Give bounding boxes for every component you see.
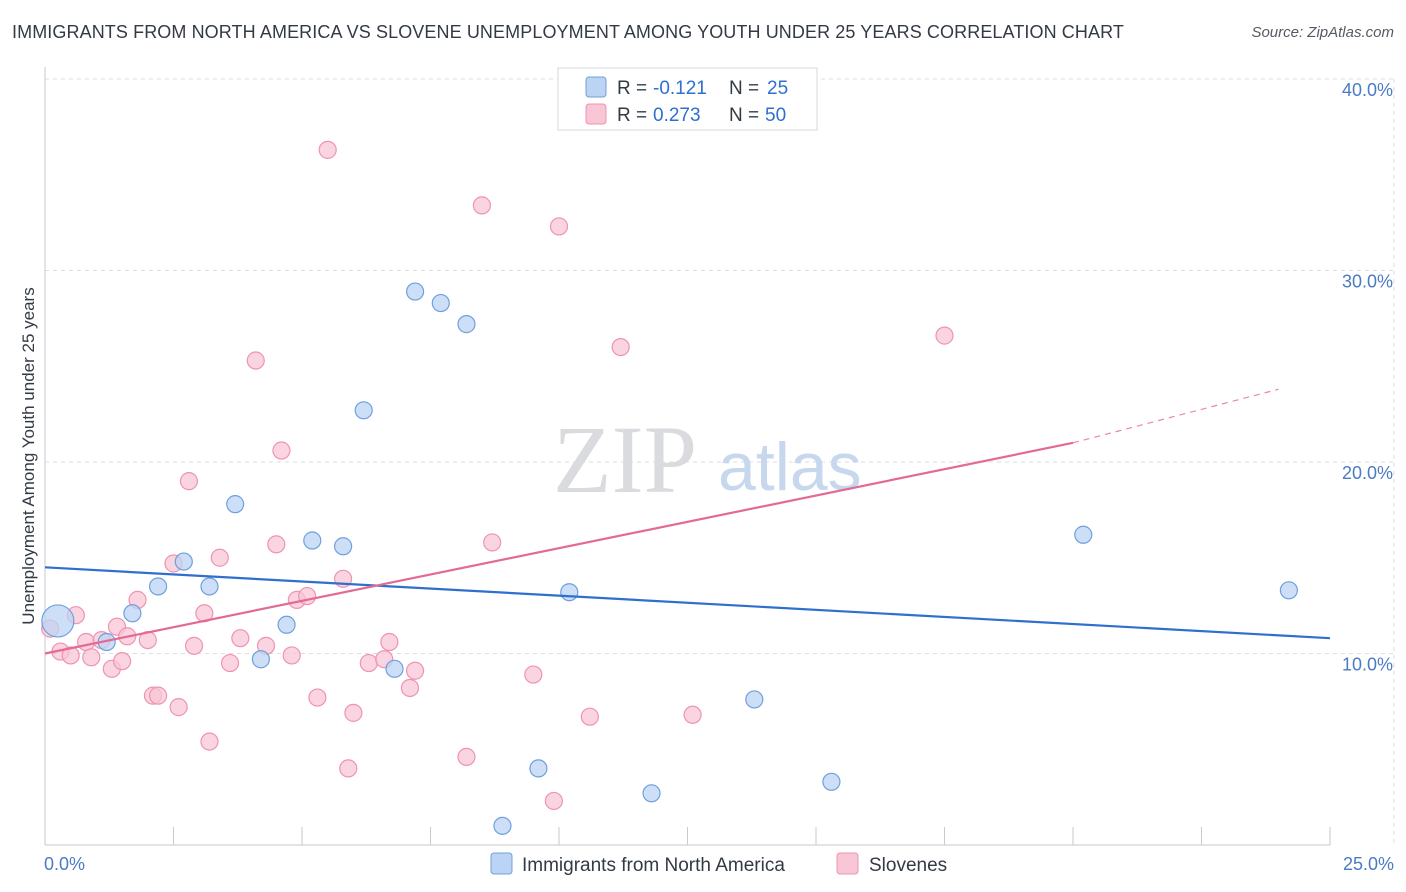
legend-swatch-pink — [585, 103, 607, 125]
slovenes-point-45 — [544, 791, 563, 811]
correlation-legend: R = -0.121 N = 25 R = 0.273 N = 50 — [557, 67, 818, 131]
legend-r-value-1: -0.121 — [653, 78, 707, 99]
immigrants-point-8 — [277, 615, 296, 634]
slovenes-trend-line — [44, 441, 1074, 655]
immigrants-point-9 — [303, 531, 322, 550]
legend-swatch-blue — [585, 76, 607, 98]
immigrants-point-13 — [405, 282, 425, 301]
slovenes-point-39 — [400, 678, 420, 698]
slovenes-point-31 — [308, 688, 327, 707]
slovenes-point-18 — [184, 636, 204, 655]
slovenes-point-5 — [82, 648, 101, 667]
slovenes-trend-extension — [1072, 388, 1279, 444]
immigrants-point-22 — [1074, 525, 1093, 544]
legend-n-label-2: N = — [729, 105, 759, 126]
immigrants-point-14 — [431, 293, 450, 313]
immigrants-point-19 — [642, 784, 661, 803]
immigrants-point-20 — [745, 690, 764, 709]
slovenes-point-36 — [359, 653, 378, 673]
immigrants-point-18 — [560, 583, 579, 602]
y-tick-label-30: 30.0% — [1342, 272, 1393, 292]
legend-swatch-immigrants — [490, 852, 513, 875]
slovenes-point-4 — [77, 632, 96, 652]
immigrants-point-11 — [354, 401, 373, 420]
slovenes-point-40 — [405, 661, 425, 680]
immigrants-point-2 — [123, 604, 142, 623]
immigrants-trend-line — [44, 566, 1331, 640]
slovenes-point-27 — [272, 441, 291, 460]
watermark-atlas: atlas — [718, 429, 862, 505]
slovenes-point-34 — [339, 759, 358, 778]
x-tick-label-min: 0.0% — [44, 854, 85, 874]
legend-r-label-1: R = — [617, 78, 647, 99]
slovenes-point-48 — [611, 338, 630, 357]
slovenes-point-46 — [549, 217, 569, 236]
slovenes-point-49 — [683, 705, 702, 724]
trend-lines — [44, 388, 1331, 655]
slovenes-point-9 — [112, 652, 132, 671]
y-tick-label-20: 20.0% — [1342, 463, 1393, 483]
slovenes-point-23 — [231, 629, 250, 648]
slovenes-point-21 — [210, 548, 229, 567]
watermark: ZIP atlas — [553, 406, 862, 513]
slovenes-point-43 — [483, 533, 502, 552]
slovenes-point-17 — [179, 472, 199, 491]
series-legend: Immigrants from North America Slovenes — [490, 852, 947, 876]
y-tick-labels: 10.0% 20.0% 30.0% 40.0% — [1342, 80, 1393, 675]
slovenes-point-22 — [220, 653, 240, 673]
slovenes-point-47 — [580, 707, 599, 726]
slovenes-point-50 — [935, 326, 954, 345]
y-tick-label-40: 40.0% — [1342, 80, 1393, 100]
legend-n-value-2: 50 — [765, 105, 786, 126]
y-tick-label-10: 10.0% — [1342, 655, 1393, 675]
legend-swatch-slovenes — [836, 852, 859, 875]
immigrants-point-5 — [200, 577, 219, 596]
immigrants-point-6 — [226, 495, 245, 514]
axes — [44, 67, 1331, 846]
slovenes-point-2 — [61, 646, 80, 665]
immigrants-point-16 — [493, 816, 512, 835]
x-tick-label-max: 25.0% — [1343, 854, 1394, 874]
immigrants-point-7 — [251, 650, 270, 669]
legend-n-label-1: N = — [729, 78, 759, 99]
source-credit: Source: ZipAtlas.com — [1251, 24, 1394, 41]
immigrants-point-10 — [334, 537, 353, 556]
legend-r-value-2: 0.273 — [653, 105, 701, 126]
immigrants-point-21 — [822, 772, 841, 791]
watermark-zip: ZIP — [553, 406, 697, 513]
y-axis-label: Unemployment Among Youth under 25 years — [19, 287, 38, 624]
chart-title: IMMIGRANTS FROM NORTH AMERICA VS SLOVENE… — [12, 22, 1124, 42]
immigrants-point-4 — [174, 552, 193, 571]
slovenes-point-44 — [524, 665, 543, 684]
immigrants-point-23 — [1279, 581, 1298, 600]
slovenes-point-32 — [318, 140, 337, 159]
immigrants-point-0 — [41, 604, 75, 638]
slovenes-point-38 — [380, 632, 399, 652]
slovenes-point-14 — [148, 686, 168, 705]
slovenes-point-20 — [200, 732, 219, 751]
legend-r-label-2: R = — [617, 105, 647, 126]
slovenes-point-16 — [169, 698, 188, 717]
immigrants-point-15 — [457, 315, 476, 334]
slovenes-point-28 — [282, 646, 301, 665]
immigrants-point-17 — [529, 759, 548, 778]
legend-label-immigrants: Immigrants from North America — [522, 855, 785, 876]
legend-n-value-1: 25 — [767, 78, 788, 99]
legend-label-slovenes: Slovenes — [869, 855, 947, 876]
slovenes-point-41 — [457, 747, 476, 767]
immigrants-point-12 — [385, 659, 404, 678]
slovenes-point-26 — [267, 535, 286, 554]
slovenes-point-42 — [472, 196, 491, 215]
slovenes-point-24 — [246, 351, 265, 370]
slovenes-point-35 — [344, 703, 363, 722]
immigrants-point-3 — [148, 577, 168, 596]
